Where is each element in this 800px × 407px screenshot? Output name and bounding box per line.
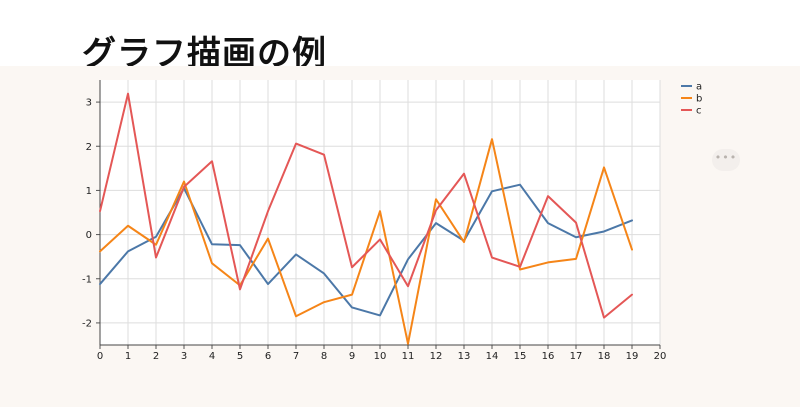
y-tick-label: -2 xyxy=(82,318,92,329)
more-options-button[interactable]: ••• xyxy=(712,149,740,171)
x-tick-label: 17 xyxy=(570,351,583,362)
legend-label-c: c xyxy=(696,106,702,117)
x-tick-label: 7 xyxy=(293,351,299,362)
x-tick-label: 16 xyxy=(542,351,555,362)
x-tick-label: 14 xyxy=(486,351,499,362)
y-tick-label: 1 xyxy=(86,186,92,197)
x-tick-label: 12 xyxy=(430,351,443,362)
legend-label-b: b xyxy=(696,94,702,105)
x-tick-label: 5 xyxy=(237,351,243,362)
chart-area: 0 1 2 3 4 5 6 7 8 9 10 11 12 13 14 15 16 17 18 19 20 3 2 1 0 -1 -2… xyxy=(0,66,800,407)
y-tick-label: 3 xyxy=(86,98,92,109)
series-line-c xyxy=(99,92,633,319)
x-tick-label: 19 xyxy=(626,351,639,362)
line-chart: 0 1 2 3 4 5 6 7 8 9 10 11 12 13 14 15 16 17 18 19 203210-1-2… xyxy=(82,80,702,362)
x-tick-label: 3 xyxy=(181,351,187,362)
x-tick-label: 8 xyxy=(321,351,327,362)
legend-label-a: a xyxy=(696,82,702,93)
y-tick-label: 2 xyxy=(86,142,92,153)
x-tick-label: 20 xyxy=(654,351,667,362)
y-tick-label: 0 xyxy=(86,230,92,241)
x-tick-label: 11 xyxy=(402,351,415,362)
x-tick-label: 13 xyxy=(458,351,471,362)
x-tick-label: 0 xyxy=(97,351,103,362)
x-tick-label: 10 xyxy=(374,351,387,362)
y-tick-label: -1 xyxy=(82,274,92,285)
x-tick-label: 15 xyxy=(514,351,527,362)
x-tick-label: 1 xyxy=(125,351,131,362)
x-tick-label: 4 xyxy=(209,351,215,362)
x-tick-label: 6 xyxy=(265,351,271,362)
x-tick-label: 9 xyxy=(349,351,355,362)
x-tick-label: 18 xyxy=(598,351,611,362)
x-tick-label: 2 xyxy=(153,351,159,362)
